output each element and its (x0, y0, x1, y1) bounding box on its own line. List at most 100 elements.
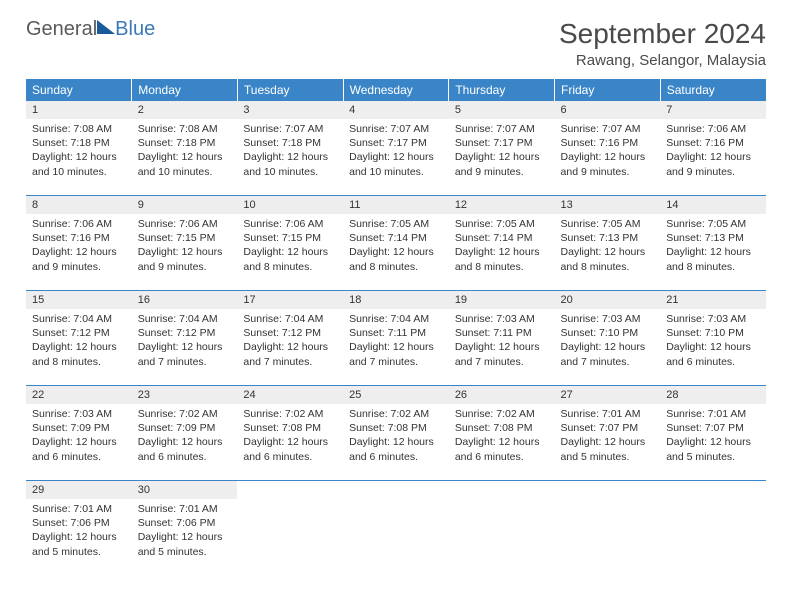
weekday-wednesday: Wednesday (343, 79, 449, 101)
calendar-day-cell: 23Sunrise: 7:02 AMSunset: 7:09 PMDayligh… (132, 386, 238, 474)
day-info: Sunrise: 7:06 AMSunset: 7:15 PMDaylight:… (132, 214, 238, 276)
calendar-day-cell: 22Sunrise: 7:03 AMSunset: 7:09 PMDayligh… (26, 386, 132, 474)
calendar-day-cell: 16Sunrise: 7:04 AMSunset: 7:12 PMDayligh… (132, 291, 238, 379)
day-number: 15 (26, 291, 132, 309)
calendar-day-cell: 12Sunrise: 7:05 AMSunset: 7:14 PMDayligh… (449, 196, 555, 284)
calendar-day-cell: 26Sunrise: 7:02 AMSunset: 7:08 PMDayligh… (449, 386, 555, 474)
week-separator (26, 379, 766, 386)
calendar-day-cell: 27Sunrise: 7:01 AMSunset: 7:07 PMDayligh… (555, 386, 661, 474)
day-info: Sunrise: 7:02 AMSunset: 7:08 PMDaylight:… (237, 404, 343, 466)
day-number: 29 (26, 481, 132, 499)
calendar-day-cell: 17Sunrise: 7:04 AMSunset: 7:12 PMDayligh… (237, 291, 343, 379)
day-number: 2 (132, 101, 238, 119)
weekday-tuesday: Tuesday (237, 79, 343, 101)
day-info: Sunrise: 7:06 AMSunset: 7:15 PMDaylight:… (237, 214, 343, 276)
day-number: 11 (343, 196, 449, 214)
day-info: Sunrise: 7:03 AMSunset: 7:10 PMDaylight:… (660, 309, 766, 371)
day-number: 7 (660, 101, 766, 119)
calendar-day-cell: 13Sunrise: 7:05 AMSunset: 7:13 PMDayligh… (555, 196, 661, 284)
week-separator (26, 284, 766, 291)
day-info: Sunrise: 7:04 AMSunset: 7:12 PMDaylight:… (26, 309, 132, 371)
calendar-day-cell (343, 481, 449, 569)
calendar-day-cell: 11Sunrise: 7:05 AMSunset: 7:14 PMDayligh… (343, 196, 449, 284)
week-separator (26, 189, 766, 196)
day-info: Sunrise: 7:04 AMSunset: 7:11 PMDaylight:… (343, 309, 449, 371)
day-number: 19 (449, 291, 555, 309)
day-number: 3 (237, 101, 343, 119)
day-info: Sunrise: 7:02 AMSunset: 7:08 PMDaylight:… (343, 404, 449, 466)
calendar-day-cell (449, 481, 555, 569)
day-number: 14 (660, 196, 766, 214)
calendar-day-cell: 29Sunrise: 7:01 AMSunset: 7:06 PMDayligh… (26, 481, 132, 569)
day-info: Sunrise: 7:07 AMSunset: 7:16 PMDaylight:… (555, 119, 661, 181)
calendar-week-row: 22Sunrise: 7:03 AMSunset: 7:09 PMDayligh… (26, 386, 766, 474)
calendar-day-cell (555, 481, 661, 569)
day-info: Sunrise: 7:04 AMSunset: 7:12 PMDaylight:… (237, 309, 343, 371)
calendar-week-row: 15Sunrise: 7:04 AMSunset: 7:12 PMDayligh… (26, 291, 766, 379)
day-number: 9 (132, 196, 238, 214)
calendar-day-cell: 7Sunrise: 7:06 AMSunset: 7:16 PMDaylight… (660, 101, 766, 189)
calendar-week-row: 1Sunrise: 7:08 AMSunset: 7:18 PMDaylight… (26, 101, 766, 189)
calendar-day-cell: 24Sunrise: 7:02 AMSunset: 7:08 PMDayligh… (237, 386, 343, 474)
calendar-day-cell: 4Sunrise: 7:07 AMSunset: 7:17 PMDaylight… (343, 101, 449, 189)
day-info: Sunrise: 7:02 AMSunset: 7:08 PMDaylight:… (449, 404, 555, 466)
day-number: 10 (237, 196, 343, 214)
title-block: September 2024 Rawang, Selangor, Malaysi… (559, 18, 766, 69)
calendar-day-cell: 5Sunrise: 7:07 AMSunset: 7:17 PMDaylight… (449, 101, 555, 189)
logo-text-blue: Blue (115, 18, 155, 41)
day-number: 21 (660, 291, 766, 309)
day-number: 1 (26, 101, 132, 119)
day-number: 6 (555, 101, 661, 119)
day-number: 20 (555, 291, 661, 309)
day-info: Sunrise: 7:01 AMSunset: 7:07 PMDaylight:… (555, 404, 661, 466)
weekday-friday: Friday (555, 79, 661, 101)
day-info: Sunrise: 7:01 AMSunset: 7:06 PMDaylight:… (132, 499, 238, 561)
calendar-day-cell: 30Sunrise: 7:01 AMSunset: 7:06 PMDayligh… (132, 481, 238, 569)
day-info: Sunrise: 7:03 AMSunset: 7:09 PMDaylight:… (26, 404, 132, 466)
day-info: Sunrise: 7:07 AMSunset: 7:17 PMDaylight:… (449, 119, 555, 181)
logo: General Blue (26, 18, 155, 41)
day-number: 22 (26, 386, 132, 404)
day-number: 27 (555, 386, 661, 404)
day-info: Sunrise: 7:02 AMSunset: 7:09 PMDaylight:… (132, 404, 238, 466)
calendar-day-cell: 28Sunrise: 7:01 AMSunset: 7:07 PMDayligh… (660, 386, 766, 474)
day-info: Sunrise: 7:03 AMSunset: 7:10 PMDaylight:… (555, 309, 661, 371)
day-info: Sunrise: 7:05 AMSunset: 7:14 PMDaylight:… (449, 214, 555, 276)
header: General Blue September 2024 Rawang, Sela… (26, 18, 766, 69)
weekday-header-row: Sunday Monday Tuesday Wednesday Thursday… (26, 79, 766, 101)
calendar-day-cell: 3Sunrise: 7:07 AMSunset: 7:18 PMDaylight… (237, 101, 343, 189)
weekday-monday: Monday (132, 79, 238, 101)
calendar-week-row: 29Sunrise: 7:01 AMSunset: 7:06 PMDayligh… (26, 481, 766, 569)
day-info: Sunrise: 7:08 AMSunset: 7:18 PMDaylight:… (26, 119, 132, 181)
calendar-day-cell: 19Sunrise: 7:03 AMSunset: 7:11 PMDayligh… (449, 291, 555, 379)
logo-triangle-icon (97, 20, 115, 34)
day-info: Sunrise: 7:05 AMSunset: 7:13 PMDaylight:… (660, 214, 766, 276)
day-info: Sunrise: 7:03 AMSunset: 7:11 PMDaylight:… (449, 309, 555, 371)
calendar-day-cell: 9Sunrise: 7:06 AMSunset: 7:15 PMDaylight… (132, 196, 238, 284)
day-info: Sunrise: 7:08 AMSunset: 7:18 PMDaylight:… (132, 119, 238, 181)
calendar-day-cell (237, 481, 343, 569)
day-info: Sunrise: 7:01 AMSunset: 7:06 PMDaylight:… (26, 499, 132, 561)
calendar-day-cell: 6Sunrise: 7:07 AMSunset: 7:16 PMDaylight… (555, 101, 661, 189)
day-number: 16 (132, 291, 238, 309)
calendar-day-cell: 1Sunrise: 7:08 AMSunset: 7:18 PMDaylight… (26, 101, 132, 189)
weekday-saturday: Saturday (660, 79, 766, 101)
day-info: Sunrise: 7:06 AMSunset: 7:16 PMDaylight:… (26, 214, 132, 276)
day-number: 18 (343, 291, 449, 309)
day-info: Sunrise: 7:06 AMSunset: 7:16 PMDaylight:… (660, 119, 766, 181)
calendar-day-cell: 15Sunrise: 7:04 AMSunset: 7:12 PMDayligh… (26, 291, 132, 379)
day-number: 4 (343, 101, 449, 119)
month-title: September 2024 (559, 18, 766, 50)
calendar-day-cell: 25Sunrise: 7:02 AMSunset: 7:08 PMDayligh… (343, 386, 449, 474)
calendar-day-cell: 14Sunrise: 7:05 AMSunset: 7:13 PMDayligh… (660, 196, 766, 284)
calendar-week-row: 8Sunrise: 7:06 AMSunset: 7:16 PMDaylight… (26, 196, 766, 284)
calendar-day-cell: 10Sunrise: 7:06 AMSunset: 7:15 PMDayligh… (237, 196, 343, 284)
day-number: 17 (237, 291, 343, 309)
day-number: 26 (449, 386, 555, 404)
calendar-day-cell: 21Sunrise: 7:03 AMSunset: 7:10 PMDayligh… (660, 291, 766, 379)
day-info: Sunrise: 7:07 AMSunset: 7:17 PMDaylight:… (343, 119, 449, 181)
day-number: 23 (132, 386, 238, 404)
location: Rawang, Selangor, Malaysia (559, 52, 766, 69)
day-number: 8 (26, 196, 132, 214)
day-number: 28 (660, 386, 766, 404)
